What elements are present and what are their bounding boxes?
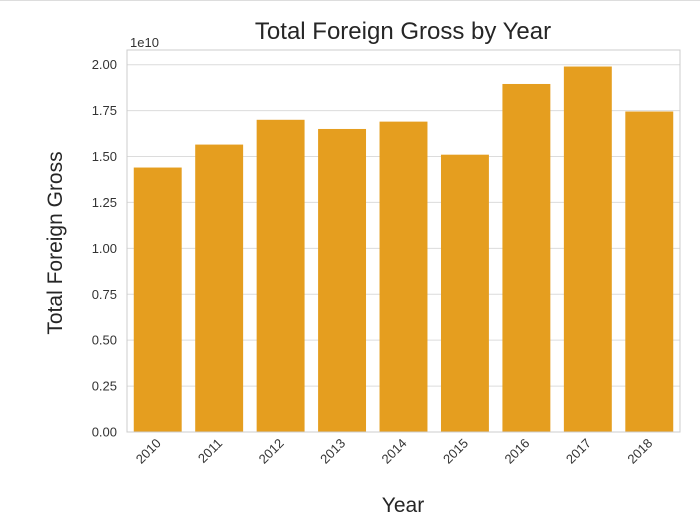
x-tick-label: 2013 [317, 436, 348, 467]
top-border [0, 0, 700, 1]
y-tick-label: 1.75 [92, 103, 117, 118]
y-tick-label: 1.25 [92, 195, 117, 210]
bar-2017 [563, 66, 612, 433]
x-tick-label: 2017 [563, 436, 594, 467]
y-tick-label: 0.00 [92, 425, 117, 440]
y-tick-label: 1.00 [92, 241, 117, 256]
x-tick-label: 2016 [501, 436, 532, 467]
y-tick-label: 0.75 [92, 287, 117, 302]
x-tick-label: 2018 [624, 436, 655, 467]
bar-2016 [502, 83, 551, 433]
x-tick-label: 2010 [133, 436, 164, 467]
y-tick-label: 1.50 [92, 149, 117, 164]
x-tick-label: 2012 [256, 436, 287, 467]
bar-2018 [625, 111, 674, 432]
x-axis-label: Year [382, 494, 424, 517]
bar-2011 [195, 144, 244, 432]
chart-title: Total Foreign Gross by Year [255, 18, 551, 45]
y-axis-label: Total Foreign Gross [44, 151, 67, 334]
plot-frame [126, 49, 681, 433]
y-tick-label: 2.00 [92, 57, 117, 72]
bar-2013 [318, 128, 367, 432]
y-tick-label: 0.25 [92, 379, 117, 394]
y-axis-offset-label: 1e10 [130, 35, 159, 50]
x-tick-label: 2015 [440, 436, 471, 467]
y-tick-label: 0.50 [92, 333, 117, 348]
bars [133, 66, 674, 433]
y-tick-labels: 0.00 0.25 0.50 0.75 1.00 1.25 1.50 1.75 2.00 [92, 57, 117, 439]
x-tick-label: 2014 [379, 436, 410, 467]
bar-2015 [440, 154, 489, 433]
bar-2012 [256, 119, 305, 433]
x-tick-label: 2011 [195, 436, 225, 466]
bar-2014 [379, 121, 428, 432]
bar-2010 [133, 167, 182, 433]
x-tick-labels: 2010 2011 2012 2013 2014 2015 2016 2017 2018 [133, 436, 656, 467]
